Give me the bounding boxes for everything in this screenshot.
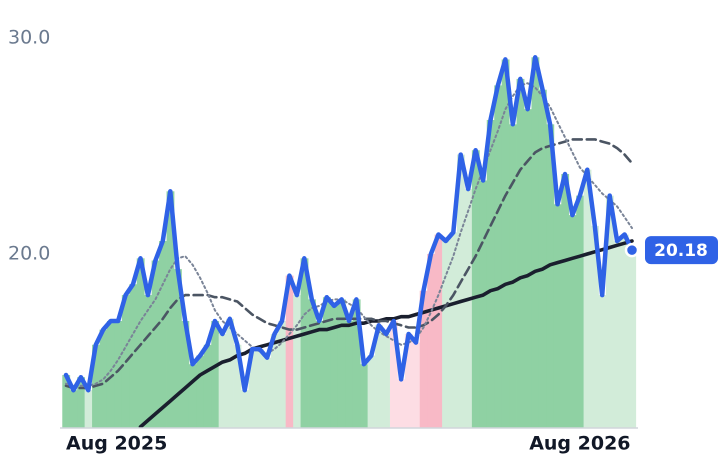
band-bar [345,321,354,428]
band-bar [173,269,182,428]
last-point [624,242,640,258]
band-bar [531,57,540,428]
band-bar [479,180,488,428]
band-bar [278,321,287,428]
band-bar [628,250,637,428]
lines [63,55,635,428]
band-bar [591,225,599,428]
band-bar [218,333,227,428]
band-bar [69,390,78,428]
band-bar [151,260,160,428]
band-bar [516,78,525,428]
last-value-label: 20.18 [654,241,708,261]
band-bar [605,195,614,428]
band-bar [367,355,376,428]
band-bar [322,297,331,428]
band-bar [263,357,272,428]
x-tick-label: Aug 2026 [529,433,630,455]
band-bar [77,377,86,428]
band-bar [442,241,450,428]
band-bar [188,364,197,428]
band-bar [293,295,301,428]
line-series [138,239,634,428]
band-bar [114,321,123,428]
band-bar [166,191,175,428]
band-bar [211,321,220,428]
band-bar [620,234,629,428]
band-bar [501,59,510,428]
band-bar [509,124,517,428]
band-bar [84,390,93,428]
band-bar [106,321,115,428]
band-bar [337,299,346,428]
band-bar [196,355,205,428]
band-bar [464,189,473,428]
band-bar [553,204,562,428]
band-bar [471,150,480,428]
band-bar [598,295,607,428]
band-bar [382,333,391,428]
y-tick-label: 20.0 [8,242,50,264]
band-bar [568,215,577,428]
band-bar [583,169,592,428]
band-bar [404,333,413,428]
band-bar [427,253,436,428]
band-bar [330,305,339,428]
band-bar [285,275,294,428]
band-bar [144,295,153,428]
band-bar [449,232,458,428]
band-bar [159,241,167,428]
band-bar [576,195,584,428]
y-tick-label: 30.0 [8,26,50,48]
band-bar [226,318,234,428]
band-bar [486,119,495,428]
band-bar [419,290,428,428]
band-bar [561,174,570,428]
band-bar [397,379,406,428]
band-bar [308,299,316,428]
band-bar [375,325,383,428]
band-bar [181,321,190,428]
band-bar [389,321,398,428]
line-series [63,55,635,393]
band-bar [129,284,138,428]
band-bar [360,364,369,428]
band-bar [538,89,547,428]
band-bar [62,375,71,428]
band-bar [494,85,503,428]
line-series [65,82,633,387]
last-value-pill [645,236,718,265]
band-bar [203,344,212,428]
x-tick-label: Aug 2025 [66,433,167,455]
band-bar [412,342,421,428]
band-bar [434,234,443,428]
band-bar [546,124,555,428]
band-bar [524,109,532,428]
band-bar [315,321,324,428]
band-bar [352,299,361,428]
bands [62,57,637,428]
line-series [64,138,634,390]
band-bar [233,344,242,428]
band-bar [241,390,249,428]
band-bar [300,258,309,428]
band-bar [248,349,257,428]
band-bar [255,349,264,428]
band-bar [456,154,465,428]
band-bar [270,333,279,428]
band-bar [613,241,622,428]
